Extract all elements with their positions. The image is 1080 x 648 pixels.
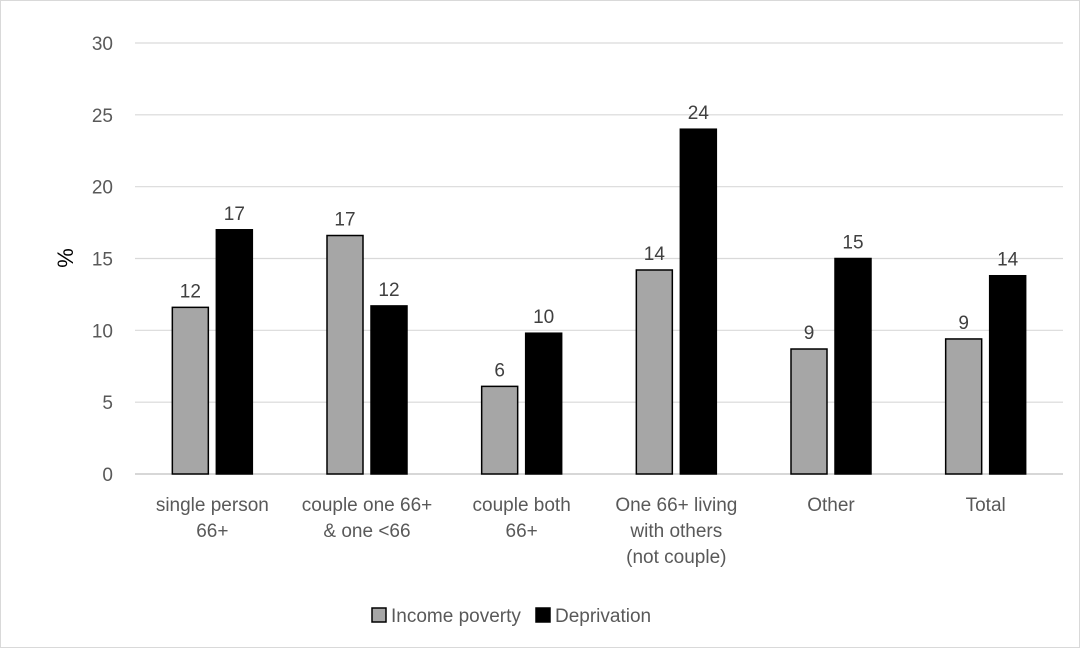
y-axis-title: % — [53, 248, 78, 268]
bar-income-poverty — [635, 269, 674, 475]
data-label: 14 — [644, 244, 666, 265]
bar-deprivation — [370, 305, 408, 475]
bar-deprivation — [988, 274, 1027, 475]
bar-income-poverty — [790, 348, 828, 475]
data-label: 17 — [334, 210, 355, 231]
x-category-label: single person 66+ — [156, 495, 269, 542]
gridlines — [135, 42, 1063, 475]
bars — [171, 128, 1027, 475]
legend-swatch-deprivation — [535, 607, 551, 623]
x-category-label: Total — [966, 495, 1006, 516]
data-label: 6 — [494, 360, 505, 381]
y-tick-label: 5 — [102, 393, 113, 414]
y-tick-label: 20 — [92, 178, 113, 199]
data-labels: 12 17 17 12 6 10 14 24 9 15 9 14 — [180, 103, 1019, 381]
y-tick-label: 10 — [92, 321, 113, 342]
data-label: 12 — [180, 281, 201, 302]
data-label: 24 — [688, 103, 710, 124]
legend: Income poverty Deprivation — [371, 606, 651, 627]
legend-label-deprivation: Deprivation — [555, 606, 651, 627]
y-axis-ticks: 0 5 10 15 20 25 30 — [92, 34, 113, 486]
y-tick-label: 0 — [102, 465, 113, 486]
data-label: 9 — [958, 313, 969, 334]
bar-income-poverty — [326, 234, 364, 475]
bar-deprivation — [834, 257, 872, 475]
bar-deprivation — [215, 229, 254, 475]
y-tick-label: 25 — [92, 106, 113, 127]
legend-label-income-poverty: Income poverty — [391, 606, 521, 627]
y-tick-label: 30 — [92, 34, 113, 55]
bar-deprivation — [524, 332, 563, 475]
data-label: 17 — [224, 204, 245, 225]
data-label: 14 — [997, 250, 1019, 271]
x-category-label: couple both 66+ — [473, 495, 571, 542]
x-axis-categories: single person 66+ couple one 66+ & one <66 c… — [156, 495, 1006, 568]
legend-swatch-income-poverty — [371, 607, 387, 623]
y-tick-label: 15 — [92, 250, 113, 271]
bar-income-poverty — [944, 338, 983, 475]
bar-income-poverty — [171, 306, 210, 475]
data-label: 9 — [804, 323, 815, 344]
x-category-label: couple one 66+ & one <66 — [302, 495, 432, 542]
x-category-label: Other — [807, 495, 855, 516]
data-label: 12 — [378, 280, 399, 301]
bar-income-poverty — [480, 385, 519, 475]
data-label: 15 — [842, 233, 863, 254]
data-label: 10 — [533, 307, 554, 328]
x-category-label: One 66+ living with others (not couple) — [615, 495, 737, 568]
bar-deprivation — [679, 128, 718, 475]
